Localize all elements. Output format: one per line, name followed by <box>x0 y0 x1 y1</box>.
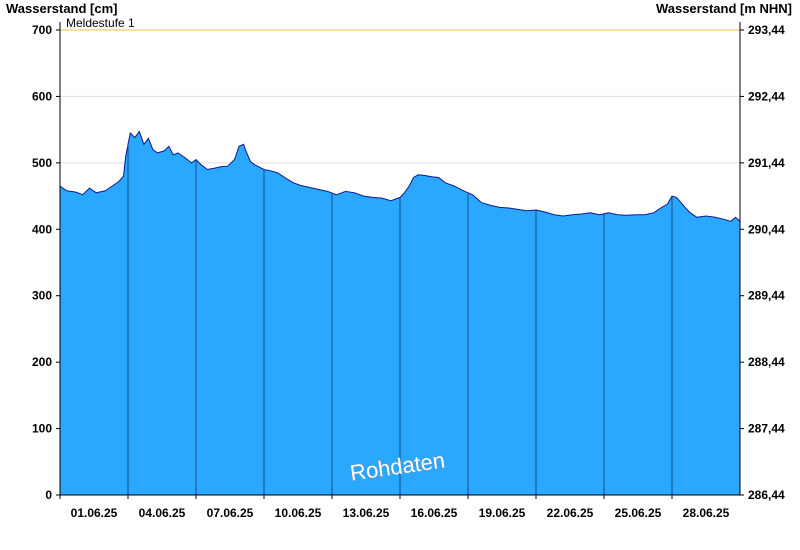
day-separator-lines <box>127 144 673 495</box>
right-tick-label: 287,44 <box>748 422 785 436</box>
x-tick-label: 22.06.25 <box>547 506 594 520</box>
x-axis-ticks: 01.06.25 04.06.25 07.06.25 10.06.25 13.06.25… <box>59 495 730 520</box>
right-tick-label: 292,44 <box>748 89 785 103</box>
x-tick-label: 13.06.25 <box>343 506 390 520</box>
left-tick-label: 100 <box>32 422 52 436</box>
x-tick-label: 28.06.25 <box>683 506 730 520</box>
right-tick-label: 293,44 <box>748 23 785 37</box>
left-tick-label: 300 <box>32 289 52 303</box>
left-axis-title: Wasserstand [cm] <box>6 1 118 16</box>
x-tick-label: 10.06.25 <box>275 506 322 520</box>
right-axis-ticks: 286,44 287,44 288,44 289,44 290,44 291,44 292,… <box>740 23 785 502</box>
right-tick-label: 290,44 <box>748 222 785 236</box>
threshold-label: Meldestufe 1 <box>66 16 135 30</box>
x-tick-label: 04.06.25 <box>139 506 186 520</box>
right-tick-label: 289,44 <box>748 289 785 303</box>
right-tick-label: 286,44 <box>748 488 785 502</box>
right-tick-label: 291,44 <box>748 156 785 170</box>
right-axis-title: Wasserstand [m NHN] <box>656 1 792 16</box>
left-tick-label: 400 <box>32 222 52 236</box>
x-tick-label: 01.06.25 <box>71 506 118 520</box>
x-tick-label: 07.06.25 <box>207 506 254 520</box>
right-tick-label: 288,44 <box>748 355 785 369</box>
left-tick-label: 200 <box>32 355 52 369</box>
left-tick-label: 0 <box>45 488 52 502</box>
left-tick-label: 500 <box>32 156 52 170</box>
left-axis-ticks: 0 100 200 300 400 500 600 700 <box>32 23 60 502</box>
left-tick-label: 600 <box>32 89 52 103</box>
water-level-line <box>59 130 741 222</box>
x-tick-label: 16.06.25 <box>411 506 458 520</box>
left-tick-label: 700 <box>32 23 52 37</box>
x-tick-label: 25.06.25 <box>615 506 662 520</box>
x-tick-label: 19.06.25 <box>479 506 526 520</box>
